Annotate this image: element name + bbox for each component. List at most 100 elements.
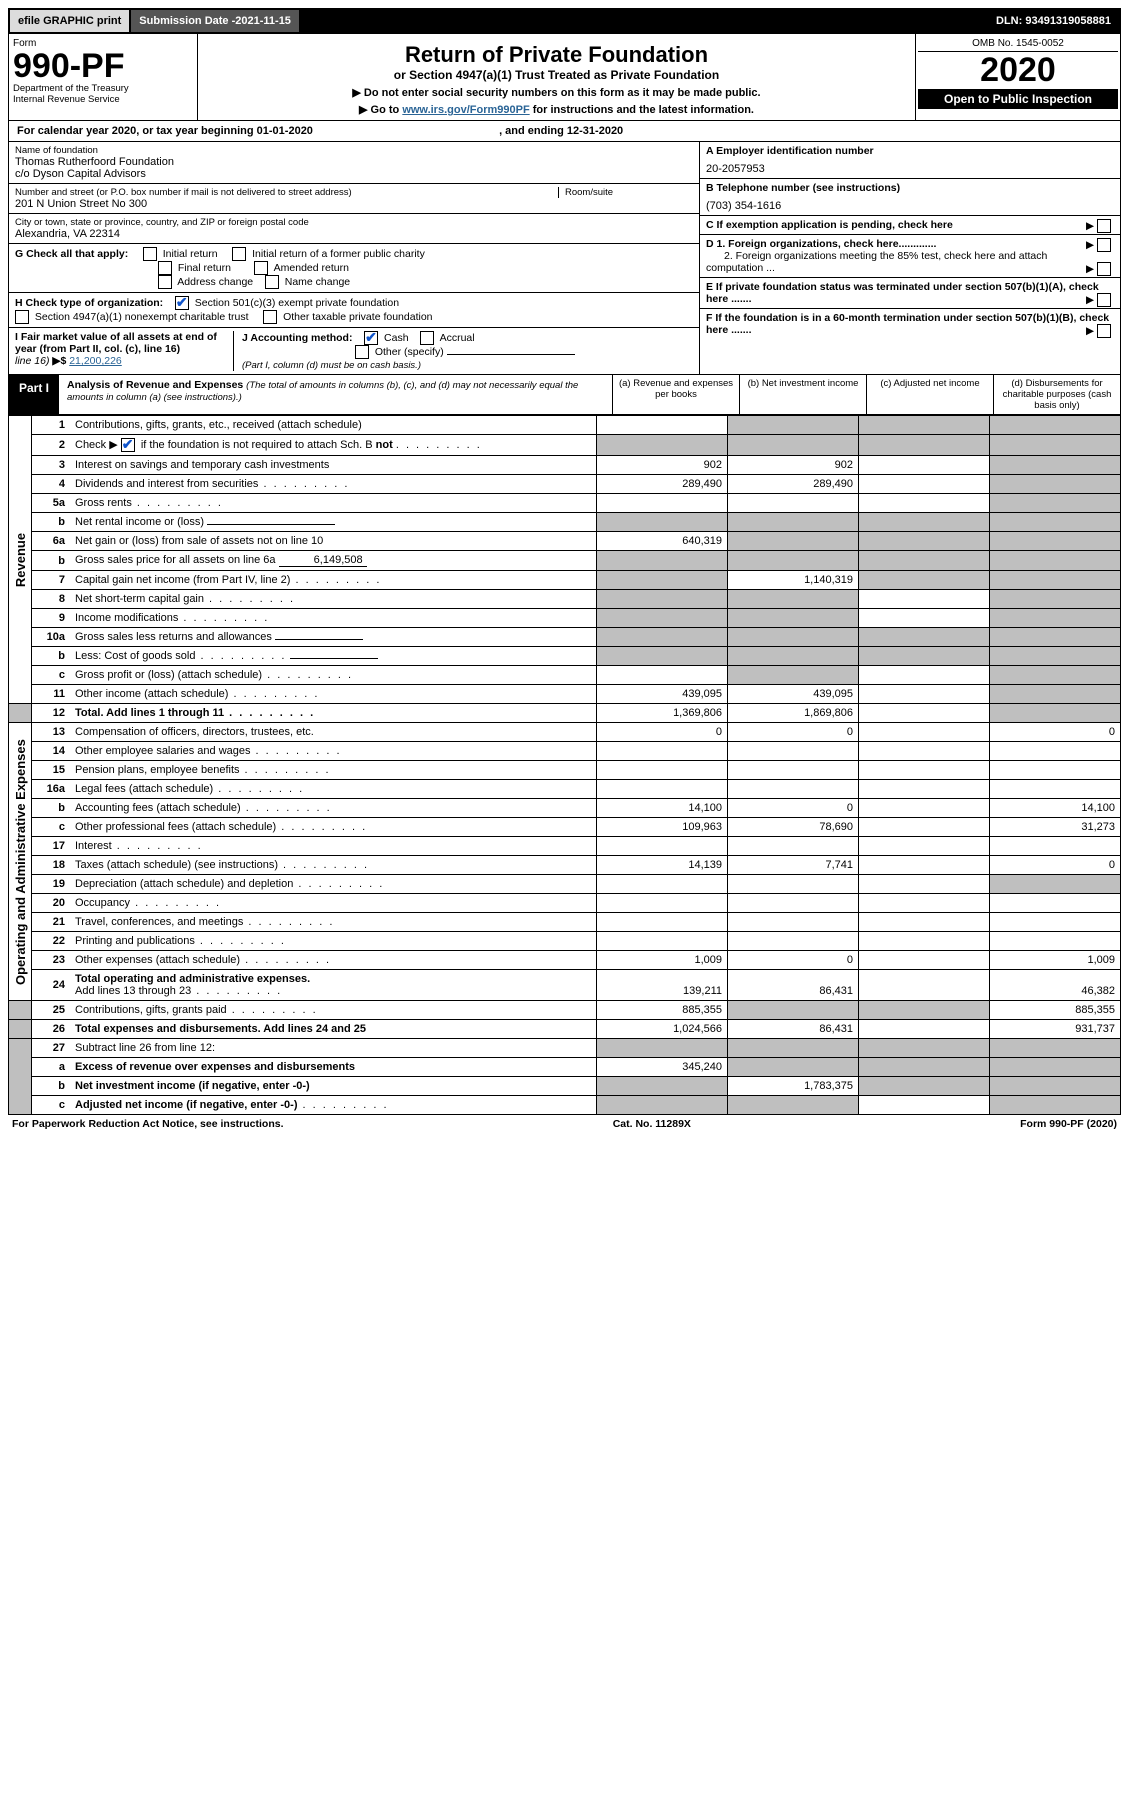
- cell-d: 46,382: [990, 970, 1121, 1001]
- form-title: Return of Private Foundation: [208, 42, 905, 68]
- row-desc: Capital gain net income (from Part IV, l…: [70, 571, 597, 590]
- city-label: City or town, state or province, country…: [15, 217, 693, 228]
- fmv-link[interactable]: 21,200,226: [69, 355, 122, 367]
- col-d-header: (d) Disbursements for charitable purpose…: [993, 375, 1120, 414]
- row-desc: Accounting fees (attach schedule): [70, 799, 597, 818]
- table-row: 26 Total expenses and disbursements. Add…: [9, 1020, 1121, 1039]
- row-desc: Other professional fees (attach schedule…: [70, 818, 597, 837]
- cell-b: 0: [728, 951, 859, 970]
- cell-b: 78,690: [728, 818, 859, 837]
- d1-checkbox[interactable]: [1097, 238, 1111, 252]
- name-change-checkbox[interactable]: [265, 275, 279, 289]
- initial-return-checkbox[interactable]: [143, 247, 157, 261]
- row-desc: Travel, conferences, and meetings: [70, 913, 597, 932]
- accrual-checkbox[interactable]: [420, 331, 434, 345]
- c-checkbox[interactable]: [1097, 219, 1111, 233]
- table-row: 10a Gross sales less returns and allowan…: [9, 628, 1121, 647]
- table-row: b Less: Cost of goods sold: [9, 647, 1121, 666]
- cat-number: Cat. No. 11289X: [613, 1118, 691, 1130]
- row-no: 3: [32, 456, 71, 475]
- row-desc: Interest on savings and temporary cash i…: [70, 456, 597, 475]
- revenue-side-label: Revenue: [9, 416, 32, 704]
- cash-checkbox[interactable]: [364, 331, 378, 345]
- dept-treasury: Department of the Treasury: [13, 83, 193, 94]
- initial-former-label: Initial return of a former public charit…: [252, 248, 425, 260]
- other-method-checkbox[interactable]: [355, 345, 369, 359]
- initial-former-checkbox[interactable]: [232, 247, 246, 261]
- cell-a: 0: [597, 723, 728, 742]
- cash-label: Cash: [384, 332, 409, 344]
- row-desc: Contributions, gifts, grants, etc., rece…: [70, 416, 597, 435]
- j-note: (Part I, column (d) must be on cash basi…: [242, 360, 421, 371]
- foundation-name-1: Thomas Rutherfoord Foundation: [15, 156, 685, 168]
- col-a-header: (a) Revenue and expenses per books: [612, 375, 739, 414]
- irs-label: Internal Revenue Service: [13, 94, 193, 105]
- amended-return-label: Amended return: [274, 262, 349, 274]
- table-row: 19 Depreciation (attach schedule) and de…: [9, 875, 1121, 894]
- e-checkbox[interactable]: [1097, 293, 1111, 307]
- row-no: 21: [32, 913, 71, 932]
- form990pf-link[interactable]: www.irs.gov/Form990PF: [402, 104, 529, 116]
- row-desc: Net gain or (loss) from sale of assets n…: [70, 532, 597, 551]
- row-desc: Pension plans, employee benefits: [70, 761, 597, 780]
- 4947-checkbox[interactable]: [15, 310, 29, 324]
- cell-d: 0: [990, 856, 1121, 875]
- city-value: Alexandria, VA 22314: [15, 228, 693, 240]
- row-no: 27: [32, 1039, 71, 1058]
- sch-b-checkbox[interactable]: [121, 438, 135, 452]
- table-row: a Excess of revenue over expenses and di…: [9, 1058, 1121, 1077]
- table-row: 21 Travel, conferences, and meetings: [9, 913, 1121, 932]
- row-no: b: [32, 647, 71, 666]
- final-return-checkbox[interactable]: [158, 261, 172, 275]
- efile-segment[interactable]: efile GRAPHIC print: [10, 10, 131, 32]
- row-no: 13: [32, 723, 71, 742]
- form-header: Form 990-PF Department of the Treasury I…: [8, 34, 1121, 121]
- row-no: 24: [32, 970, 71, 1001]
- col-c-header: (c) Adjusted net income: [866, 375, 993, 414]
- row-no: c: [32, 666, 71, 685]
- part1-title: Analysis of Revenue and Expenses: [67, 379, 243, 391]
- omb-number: OMB No. 1545-0052: [918, 36, 1118, 52]
- table-row: 9 Income modifications: [9, 609, 1121, 628]
- cell-d: 31,273: [990, 818, 1121, 837]
- cell-d: 0: [990, 723, 1121, 742]
- table-row: 20 Occupancy: [9, 894, 1121, 913]
- street-address-label: Number and street (or P.O. box number if…: [15, 187, 550, 198]
- f-checkbox[interactable]: [1097, 324, 1111, 338]
- amended-return-checkbox[interactable]: [254, 261, 268, 275]
- table-row: 24 Total operating and administrative ex…: [9, 970, 1121, 1001]
- i-label: I Fair market value of all assets at end…: [15, 331, 217, 355]
- cell-a: 109,963: [597, 818, 728, 837]
- table-row: 3 Interest on savings and temporary cash…: [9, 456, 1121, 475]
- row-no: b: [32, 551, 71, 571]
- row-no: 19: [32, 875, 71, 894]
- table-row: 4 Dividends and interest from securities…: [9, 475, 1121, 494]
- cell-a: 345,240: [597, 1058, 728, 1077]
- row-desc: Occupancy: [70, 894, 597, 913]
- cell-d: 1,009: [990, 951, 1121, 970]
- 501c3-checkbox[interactable]: [175, 296, 189, 310]
- row-no: 10a: [32, 628, 71, 647]
- row-no: b: [32, 799, 71, 818]
- calendar-begin: 01-01-2020: [257, 125, 313, 137]
- address-change-checkbox[interactable]: [158, 275, 172, 289]
- row-desc: Gross rents: [70, 494, 597, 513]
- row-no: 4: [32, 475, 71, 494]
- c-label: C If exemption application is pending, c…: [706, 219, 953, 231]
- d2-checkbox[interactable]: [1097, 262, 1111, 276]
- row-desc: Adjusted net income (if negative, enter …: [70, 1096, 597, 1115]
- table-row: 15 Pension plans, employee benefits: [9, 761, 1121, 780]
- cell-b: 439,095: [728, 685, 859, 704]
- row-desc: Net investment income (if negative, ente…: [70, 1077, 597, 1096]
- name-change-label: Name change: [285, 276, 350, 288]
- row-desc: Gross sales less returns and allowances: [70, 628, 597, 647]
- row-no: c: [32, 818, 71, 837]
- row-desc: Legal fees (attach schedule): [70, 780, 597, 799]
- part1-table: Revenue 1 Contributions, gifts, grants, …: [8, 415, 1121, 1115]
- other-taxable-checkbox[interactable]: [263, 310, 277, 324]
- row-no: 8: [32, 590, 71, 609]
- row-desc: Income modifications: [70, 609, 597, 628]
- cell-a: 1,369,806: [597, 704, 728, 723]
- row-no: 6a: [32, 532, 71, 551]
- table-row: 17 Interest: [9, 837, 1121, 856]
